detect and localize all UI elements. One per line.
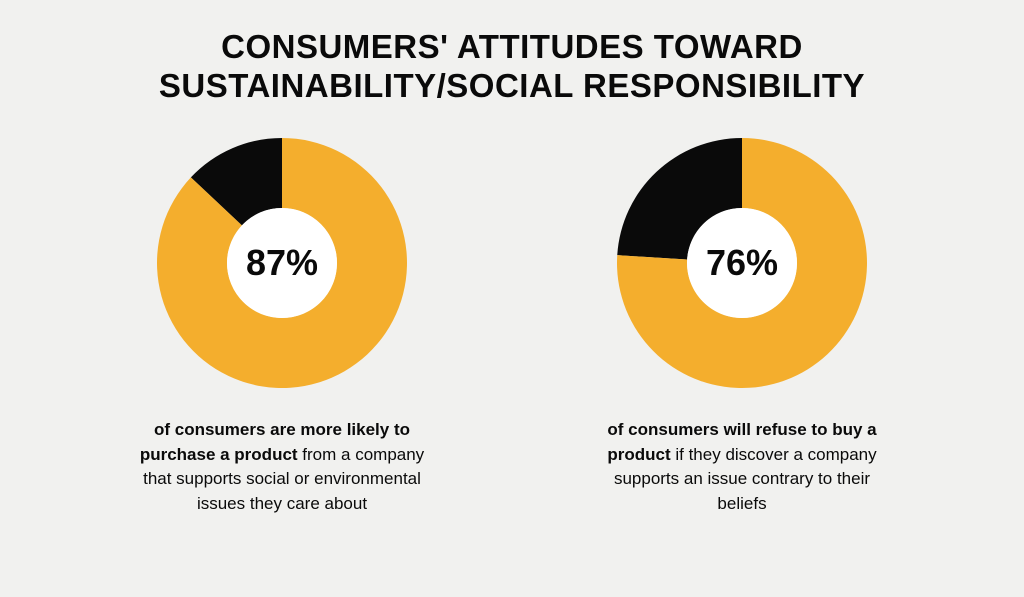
title-line-2: SUSTAINABILITY/SOCIAL RESPONSIBILITY xyxy=(159,67,865,104)
donut-refuse-buy: 76% xyxy=(617,138,867,388)
title-line-1: CONSUMERS' ATTITUDES TOWARD xyxy=(221,28,803,65)
chart-col-refuse-buy: 76% of consumers will refuse to buy a pr… xyxy=(582,138,902,517)
chart-caption: of consumers are more likely to purchase… xyxy=(132,418,432,517)
donut-purchase-likely: 87% xyxy=(157,138,407,388)
donut-center-label: 87% xyxy=(157,138,407,388)
chart-col-purchase-likely: 87% of consumers are more likely to purc… xyxy=(122,138,442,517)
infographic-page: CONSUMERS' ATTITUDES TOWARD SUSTAINABILI… xyxy=(0,0,1024,597)
page-title: CONSUMERS' ATTITUDES TOWARD SUSTAINABILI… xyxy=(159,28,865,106)
donut-center-label: 76% xyxy=(617,138,867,388)
chart-caption: of consumers will refuse to buy a produc… xyxy=(592,418,892,517)
charts-row: 87% of consumers are more likely to purc… xyxy=(40,138,984,517)
